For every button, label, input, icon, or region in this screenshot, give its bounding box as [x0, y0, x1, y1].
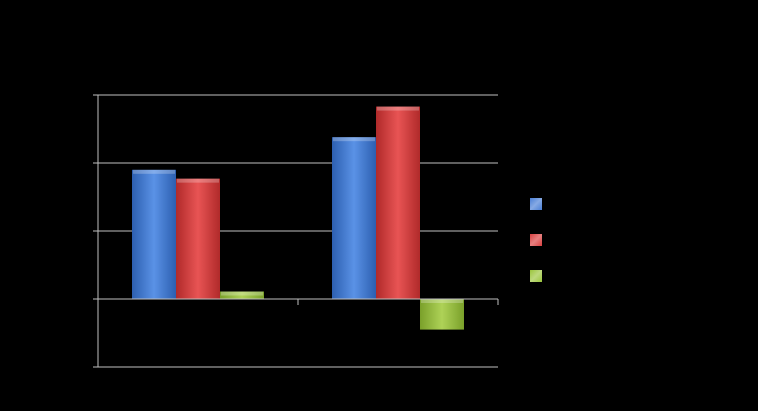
bar-bevel-series-3-category-1: [221, 291, 263, 296]
bar-series-1-category-1: [132, 169, 176, 299]
bar-series-2-category-2: [376, 106, 420, 299]
legend-swatch-series-3: [530, 270, 542, 282]
legend-item-series-1: [530, 186, 550, 222]
bar-series-2-category-1: [176, 178, 220, 299]
bar-bevel-series-2-category-1: [177, 178, 219, 183]
bar-bevel-series-1-category-1: [133, 169, 175, 174]
legend: [530, 186, 550, 294]
bar-series-3-category-1: [220, 291, 264, 299]
bar-series-3-category-2: [420, 299, 464, 330]
legend-swatch-series-1: [530, 198, 542, 210]
bar-series-1-category-2: [332, 137, 376, 299]
legend-swatch-series-2: [530, 234, 542, 246]
bar-bevel-series-3-category-2: [421, 299, 463, 303]
bar-bevel-series-2-category-2: [377, 106, 419, 111]
axes: [93, 94, 499, 368]
legend-item-series-3: [530, 258, 550, 294]
legend-item-series-2: [530, 222, 550, 258]
bars: [132, 106, 464, 330]
bar-bevel-series-1-category-2: [333, 137, 375, 142]
